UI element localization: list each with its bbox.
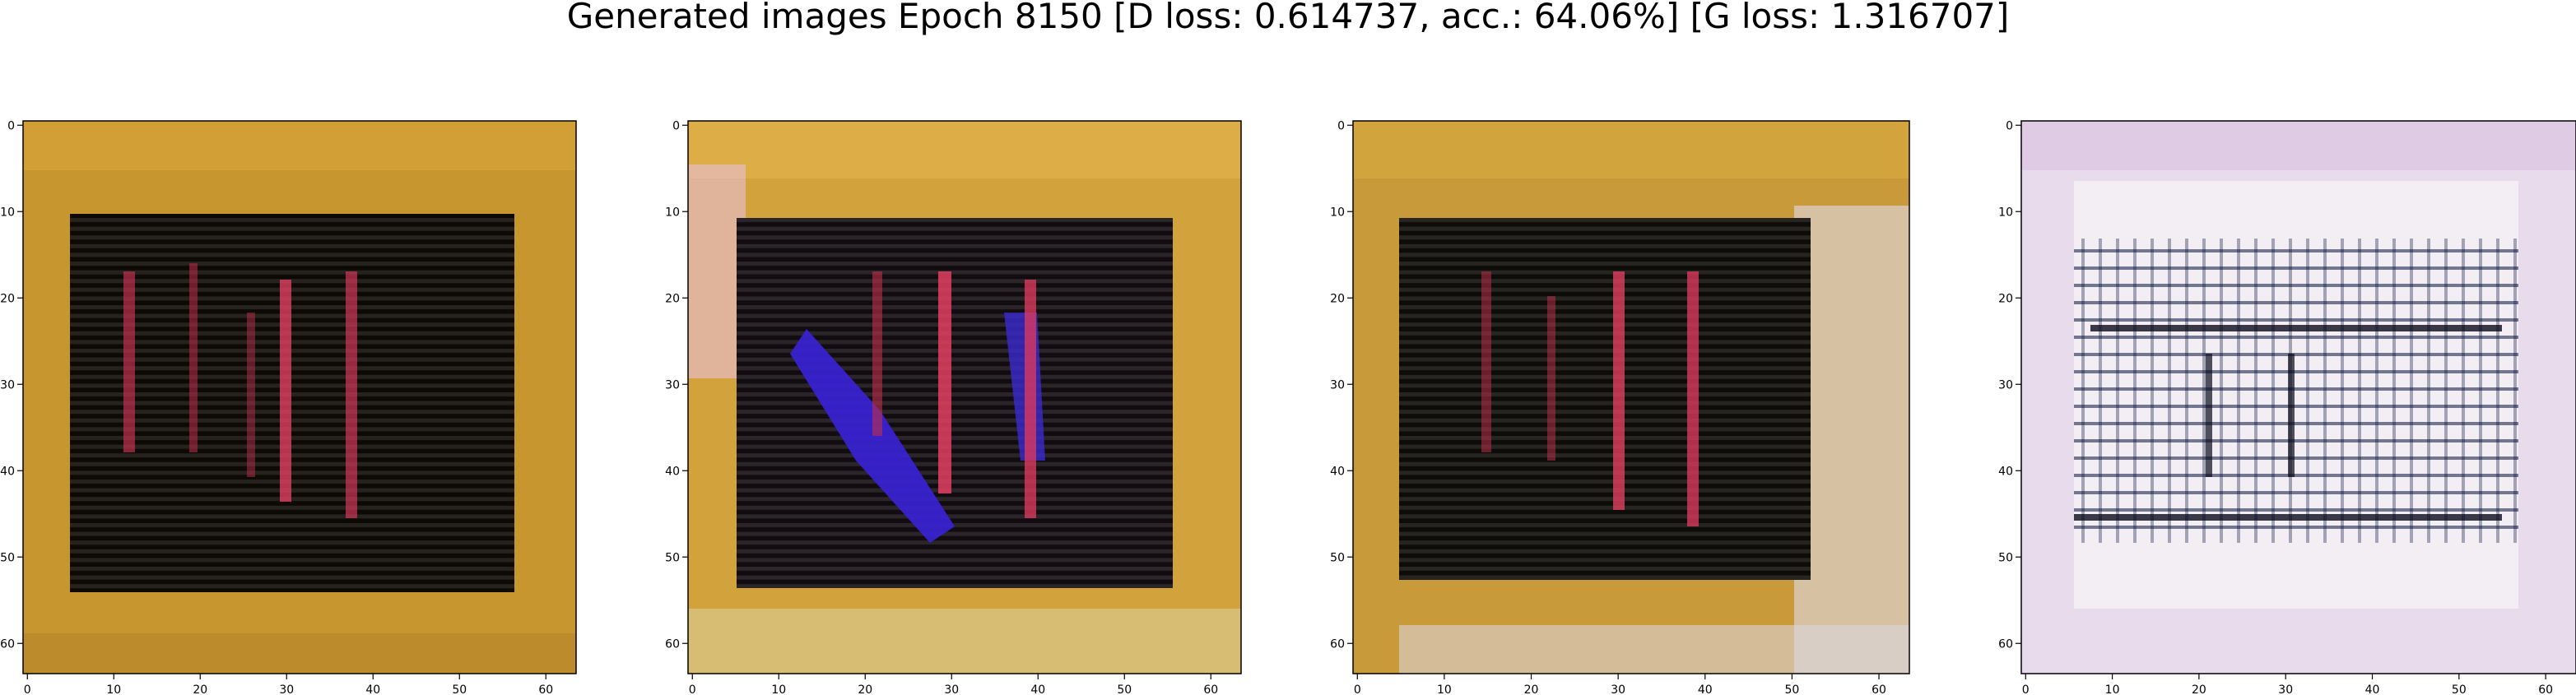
y-tick-label-3-0: 0: [1337, 119, 1345, 132]
y-tick-label-2-5: 50: [665, 551, 680, 564]
y-tick-label-3-5: 50: [1330, 551, 1345, 564]
x-tick-label-2-1: 10: [771, 683, 786, 695]
panel-4: [2020, 120, 2576, 674]
y-tick-label-2-4: 40: [665, 465, 680, 478]
y-tick-label-3-6: 60: [1330, 637, 1345, 651]
y-tick-label-3-2: 20: [1330, 292, 1345, 305]
x-tick-label-3-3: 30: [1611, 683, 1625, 695]
x-tick-label-2-0: 0: [689, 683, 696, 695]
panel-2: [687, 120, 1242, 674]
x-tick-label-1-1: 10: [106, 683, 121, 695]
y-tick-label-3-3: 30: [1330, 378, 1345, 392]
x-tick-label-3-0: 0: [1354, 683, 1361, 695]
y-tick-label-4-0: 0: [2006, 119, 2013, 132]
x-tick-label-4-0: 0: [2022, 683, 2030, 695]
y-tick-label-1-0: 0: [7, 119, 15, 132]
x-tick-label-2-6: 60: [1203, 683, 1218, 695]
x-tick-label-2-2: 20: [858, 683, 872, 695]
x-tick-label-4-3: 30: [2278, 683, 2293, 695]
x-tick-label-2-4: 40: [1030, 683, 1045, 695]
panel-3: [1352, 120, 1910, 674]
figure-title: Generated images Epoch 8150 [D loss: 0.6…: [566, 0, 2010, 36]
x-tick-label-3-6: 60: [1872, 683, 1886, 695]
y-tick-label-4-4: 40: [1998, 465, 2013, 478]
x-tick-label-1-4: 40: [365, 683, 380, 695]
x-tick-label-4-2: 20: [2192, 683, 2206, 695]
y-tick-label-1-1: 10: [0, 206, 15, 219]
x-tick-label-3-1: 10: [1437, 683, 1452, 695]
x-tick-label-1-3: 30: [279, 683, 294, 695]
y-tick-label-3-1: 10: [1330, 206, 1345, 219]
x-tick-label-4-1: 10: [2105, 683, 2120, 695]
y-tick-label-4-3: 30: [1998, 378, 2013, 392]
y-tick-label-4-6: 60: [1998, 637, 2013, 651]
y-tick-label-1-3: 30: [0, 378, 15, 392]
y-tick-label-1-6: 60: [0, 637, 15, 651]
panel-1: [22, 120, 577, 674]
y-tick-label-2-3: 30: [665, 378, 680, 392]
y-tick-label-2-6: 60: [665, 637, 680, 651]
y-tick-label-1-2: 20: [0, 292, 15, 305]
x-tick-label-4-4: 40: [2365, 683, 2380, 695]
x-tick-label-3-5: 50: [1784, 683, 1799, 695]
x-tick-label-3-2: 20: [1524, 683, 1539, 695]
y-tick-label-1-4: 40: [0, 465, 15, 478]
y-tick-label-4-5: 50: [1998, 551, 2013, 564]
x-tick-label-1-6: 60: [538, 683, 553, 695]
x-tick-label-1-0: 0: [24, 683, 31, 695]
x-tick-label-2-5: 50: [1117, 683, 1132, 695]
y-tick-label-2-0: 0: [672, 119, 680, 132]
x-tick-label-1-5: 50: [452, 683, 467, 695]
y-tick-label-3-4: 40: [1330, 465, 1345, 478]
x-tick-label-2-3: 30: [944, 683, 959, 695]
x-tick-label-3-4: 40: [1698, 683, 1713, 695]
axis-ticks: 0 10 20 30 40 50 60 0 10 20 30 40 50 60 0 10 20 30 40 50 60 0…: [0, 119, 2553, 695]
y-tick-label-4-1: 10: [1998, 206, 2013, 219]
y-tick-label-2-1: 10: [665, 206, 680, 219]
x-tick-label-4-5: 50: [2452, 683, 2467, 695]
x-tick-label-1-2: 20: [193, 683, 207, 695]
y-tick-label-2-2: 20: [665, 292, 680, 305]
y-tick-label-4-2: 20: [1998, 292, 2013, 305]
x-tick-label-4-6: 60: [2538, 683, 2553, 695]
y-tick-label-1-5: 50: [0, 551, 15, 564]
